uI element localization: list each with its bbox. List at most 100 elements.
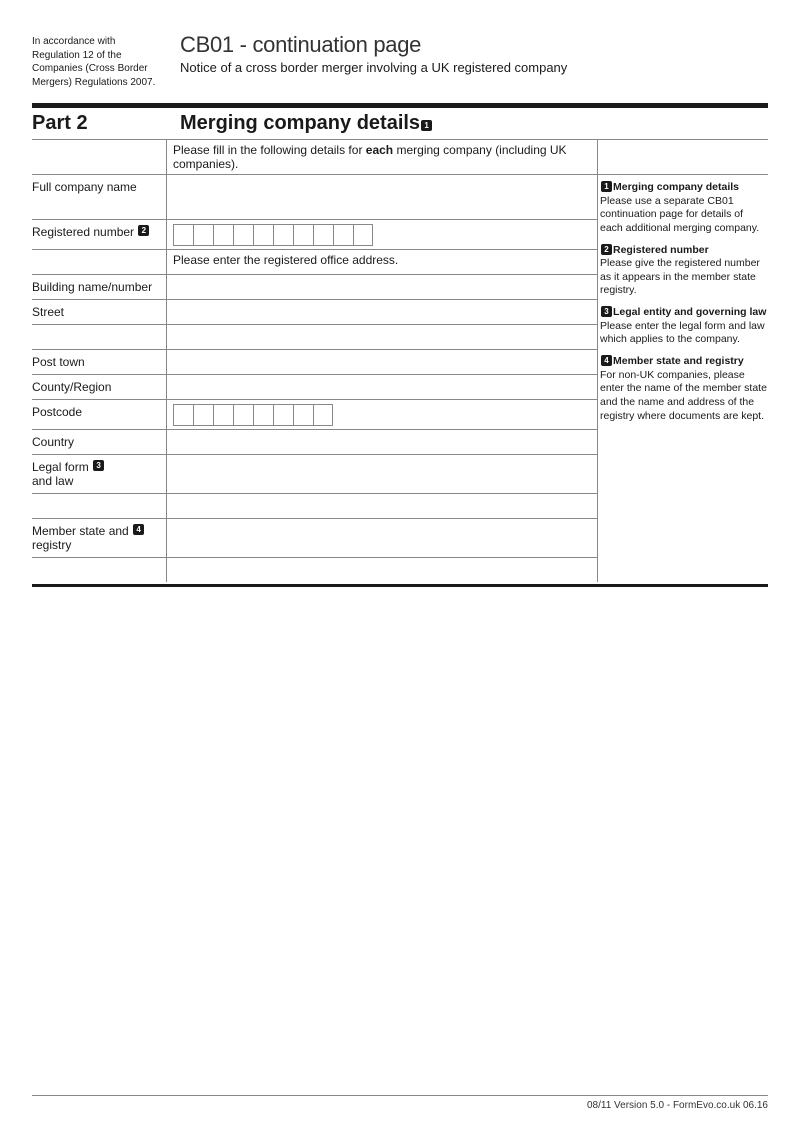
form-subtitle: Notice of a cross border merger involvin…	[180, 60, 768, 75]
char-box[interactable]	[213, 224, 233, 246]
label-legal-form-text: Legal formand law	[32, 460, 89, 489]
char-box[interactable]	[353, 224, 373, 246]
char-box[interactable]	[313, 404, 333, 426]
label-legal-form: Legal formand law 3	[32, 455, 166, 493]
row-legal-form-2	[32, 494, 598, 519]
empty-label-member2	[32, 558, 166, 582]
char-box[interactable]	[233, 224, 253, 246]
label-registered-number: Registered number 2	[32, 220, 166, 249]
sidebar-note-3: 3Legal entity and governing law Please e…	[600, 306, 768, 347]
input-full-company-name[interactable]	[166, 175, 598, 219]
footnote-ref-1-icon: 1	[421, 120, 432, 131]
char-box[interactable]	[173, 224, 193, 246]
page-footer: 08/11 Version 5.0 - FormEvo.co.uk 06.16	[32, 1095, 768, 1111]
label-post-town: Post town	[32, 350, 166, 374]
input-member-state-2[interactable]	[166, 558, 598, 582]
char-box[interactable]	[333, 224, 353, 246]
sidebar-notes: 1Merging company details Please use a se…	[598, 175, 768, 582]
sidebar-title-3: Legal entity and governing law	[613, 306, 766, 318]
row-full-company-name: Full company name	[32, 175, 598, 220]
input-county[interactable]	[166, 375, 598, 399]
title-block: CB01 - continuation page Notice of a cro…	[180, 32, 768, 89]
reg-office-instruction: Please enter the registered office addre…	[166, 250, 598, 274]
section-title-text: Merging company details	[180, 112, 420, 134]
sidebar-ref-1-icon: 1	[601, 181, 612, 192]
sidebar-body-3: Please enter the legal form and law whic…	[600, 320, 765, 346]
char-box[interactable]	[293, 224, 313, 246]
input-post-town[interactable]	[166, 350, 598, 374]
char-box[interactable]	[213, 404, 233, 426]
char-box[interactable]	[193, 404, 213, 426]
instruction-text: Please fill in the following details for…	[166, 140, 598, 174]
char-box[interactable]	[193, 224, 213, 246]
empty-label-legal2	[32, 494, 166, 518]
sidebar-body-4: For non-UK companies, please enter the n…	[600, 369, 767, 422]
sidebar-body-1: Please use a separate CB01 continuation …	[600, 195, 759, 234]
form-title: CB01 - continuation page	[180, 32, 768, 58]
form-header: In accordance with Regulation 12 of the …	[32, 32, 768, 89]
row-street-2	[32, 325, 598, 350]
label-member-state: Member state andregistry 4	[32, 519, 166, 557]
section-header: Part 2 Merging company details1	[32, 112, 768, 140]
divider-bottom	[32, 584, 768, 587]
input-member-state-1[interactable]	[166, 519, 598, 557]
row-member-state-2	[32, 558, 598, 582]
input-legal-form-2[interactable]	[166, 494, 598, 518]
footnote-ref-3-icon: 3	[93, 460, 104, 471]
input-building[interactable]	[166, 275, 598, 299]
input-street-2[interactable]	[166, 325, 598, 349]
label-country: Country	[32, 430, 166, 454]
input-registered-number[interactable]	[166, 220, 598, 249]
form-main-col: Full company name Registered number 2 Pl…	[32, 175, 598, 582]
row-country: Country	[32, 430, 598, 455]
sidebar-title-4: Member state and registry	[613, 355, 744, 367]
char-box[interactable]	[173, 404, 193, 426]
sidebar-note-2: 2Registered number Please give the regis…	[600, 244, 768, 299]
input-country[interactable]	[166, 430, 598, 454]
instr-bold: each	[366, 143, 393, 157]
sidebar-title-2: Registered number	[613, 244, 709, 256]
row-instructions: Please fill in the following details for…	[32, 140, 768, 175]
sidebar-ref-4-icon: 4	[601, 355, 612, 366]
sidebar-ref-3-icon: 3	[601, 306, 612, 317]
footnote-ref-4-icon: 4	[133, 524, 144, 535]
label-postcode: Postcode	[32, 400, 166, 429]
regulation-note: In accordance with Regulation 12 of the …	[32, 32, 156, 89]
row-postcode: Postcode	[32, 400, 598, 430]
input-legal-form-1[interactable]	[166, 455, 598, 493]
sidebar-ref-2-icon: 2	[601, 244, 612, 255]
input-postcode[interactable]	[166, 400, 598, 429]
row-post-town: Post town	[32, 350, 598, 375]
input-street-1[interactable]	[166, 300, 598, 324]
row-reg-office-note: Please enter the registered office addre…	[32, 250, 598, 275]
empty-label-street2	[32, 325, 166, 349]
label-street: Street	[32, 300, 166, 324]
postcode-boxes[interactable]	[167, 400, 597, 429]
section-part-label: Part 2	[32, 112, 156, 135]
sidebar-title-1: Merging company details	[613, 181, 739, 193]
sidebar-note-1: 1Merging company details Please use a se…	[600, 181, 768, 236]
char-box[interactable]	[253, 224, 273, 246]
row-street-1: Street	[32, 300, 598, 325]
section-title: Merging company details1	[180, 112, 768, 135]
char-box[interactable]	[273, 224, 293, 246]
instr-pre: Please fill in the following details for	[173, 143, 366, 157]
sidebar-note-4: 4Member state and registry For non-UK co…	[600, 355, 768, 423]
registered-number-boxes[interactable]	[167, 220, 597, 249]
form-body: Please fill in the following details for…	[32, 140, 768, 587]
char-box[interactable]	[233, 404, 253, 426]
char-box[interactable]	[293, 404, 313, 426]
label-county: County/Region	[32, 375, 166, 399]
label-building: Building name/number	[32, 275, 166, 299]
form-columns: Full company name Registered number 2 Pl…	[32, 175, 768, 582]
row-registered-number: Registered number 2	[32, 220, 598, 250]
char-box[interactable]	[313, 224, 333, 246]
char-box[interactable]	[253, 404, 273, 426]
empty-label	[32, 140, 166, 174]
char-box[interactable]	[273, 404, 293, 426]
sidebar-body-2: Please give the registered number as it …	[600, 257, 760, 296]
row-building: Building name/number	[32, 275, 598, 300]
row-legal-form-1: Legal formand law 3	[32, 455, 598, 494]
row-county: County/Region	[32, 375, 598, 400]
row-member-state-1: Member state andregistry 4	[32, 519, 598, 558]
